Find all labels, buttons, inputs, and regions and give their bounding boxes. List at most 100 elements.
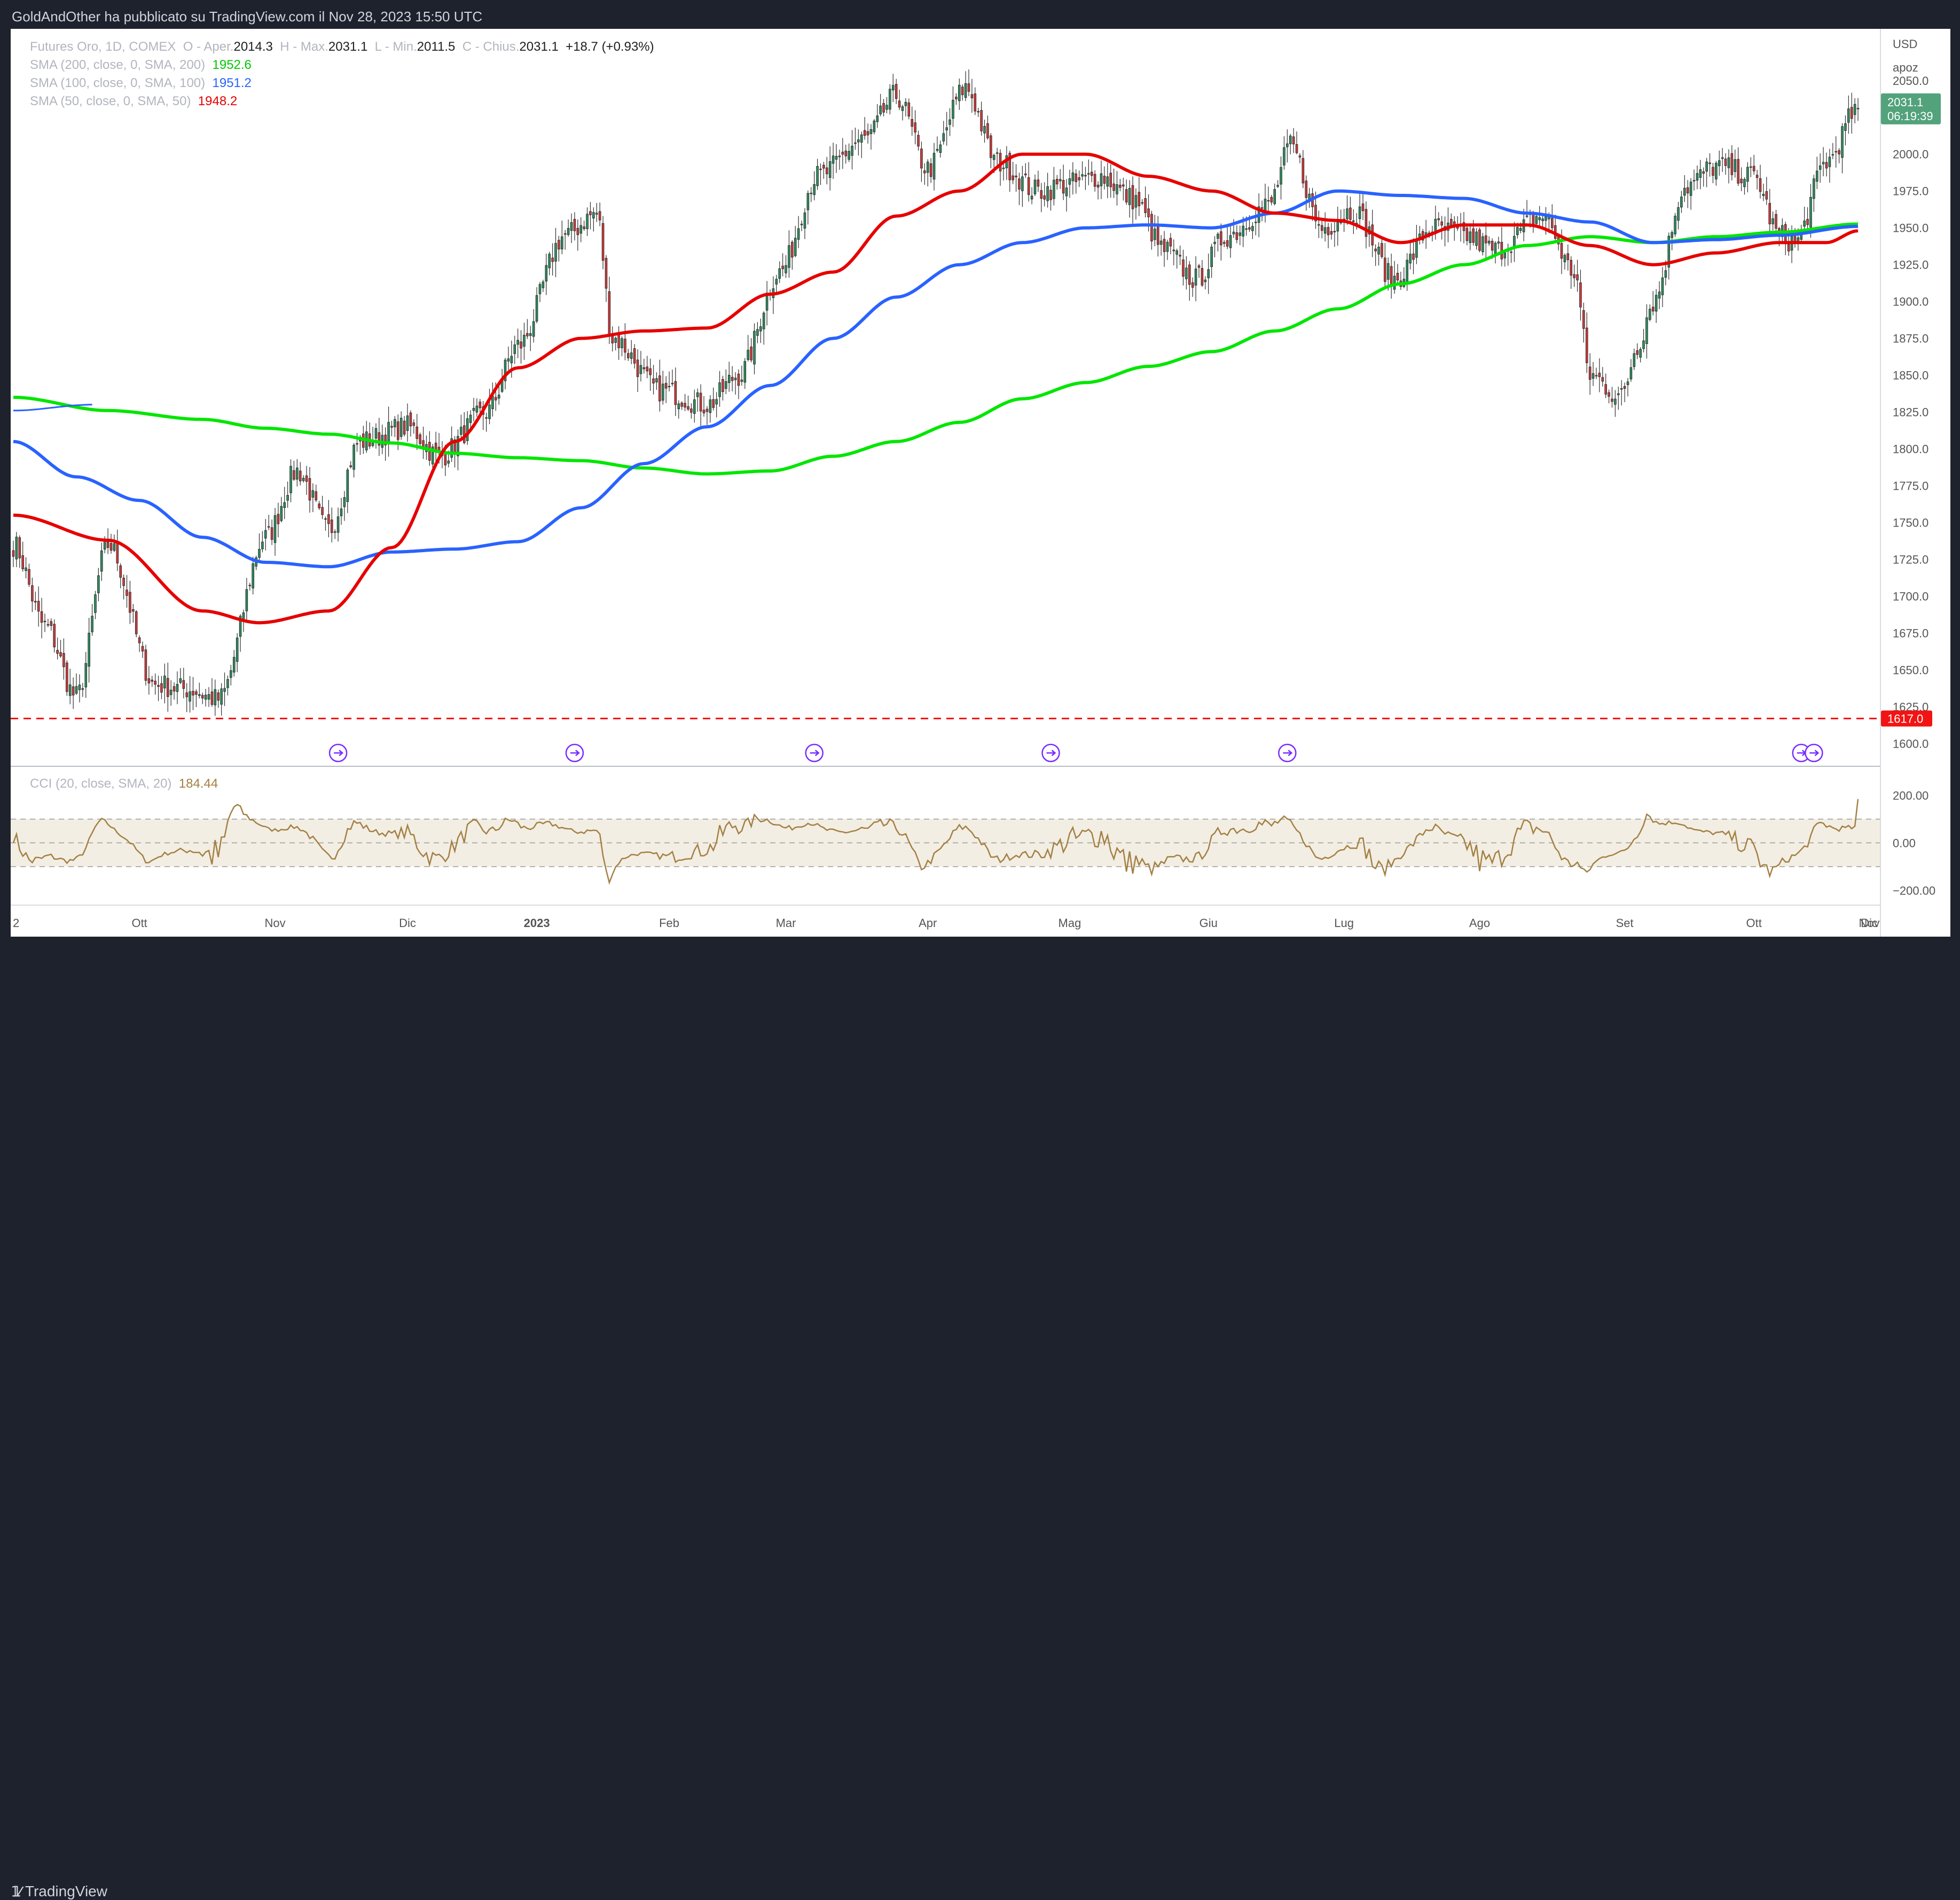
candle-down [412, 422, 415, 426]
candle-down [333, 531, 336, 533]
dividends-arrow-icon [1041, 743, 1060, 763]
candle-up [1535, 216, 1538, 224]
symbol-legend[interactable]: Futures Oro, 1D, COMEX O - Aper.2014.3 H… [30, 40, 654, 54]
date-label: Ott [1746, 916, 1762, 930]
price-tick-label: 1725.0 [1893, 553, 1928, 567]
chart-area[interactable]: 2 Ott Nov Dic 2023 Feb Mar Apr Mag Giu Lug Ago Set Ot… [11, 29, 1880, 937]
candle-down [34, 601, 37, 603]
tradingview-brand[interactable]: 𝟙⁄ TradingView [12, 1883, 107, 1900]
candle-up [1649, 309, 1651, 320]
candle-up [1336, 222, 1339, 232]
candle-down [955, 97, 958, 99]
candle-up [995, 152, 999, 154]
candle-up [497, 395, 500, 399]
candle-down [217, 692, 220, 701]
candle-down [415, 426, 419, 439]
sma50-label: SMA (50, close, 0, SMA, 50) [30, 94, 191, 108]
candle-up [1743, 179, 1746, 187]
price-chart-svg[interactable]: 2 Ott Nov Dic 2023 Feb Mar Apr Mag Giu Lug Ago Set Ot… [11, 29, 1880, 937]
candle-up [1021, 176, 1024, 191]
candle-down [1598, 373, 1601, 377]
candle-down [576, 227, 579, 235]
candle-up [806, 193, 810, 210]
candle-down [1096, 184, 1100, 187]
candle-up [545, 265, 548, 282]
symbol-name: Futures Oro, 1D, COMEX [30, 40, 176, 54]
candle-down [1305, 180, 1308, 198]
candle-up [1154, 229, 1156, 240]
candle-up [1715, 162, 1718, 179]
candle-up [283, 502, 286, 508]
candle-up [75, 686, 78, 694]
candle-down [1755, 175, 1759, 178]
candle-down [182, 680, 185, 689]
candle-down [1179, 255, 1181, 257]
candle-up [340, 508, 343, 516]
date-label: 2023 [524, 916, 550, 930]
candle-down [1093, 174, 1096, 187]
candle-up [1516, 227, 1519, 235]
candle-down [551, 257, 554, 262]
price-axis[interactable]: USD apoz 1600.0 1625.0 1650.0 1675.0 1700.0 172… [1880, 29, 1950, 937]
candle-down [1220, 231, 1222, 246]
candle-down [390, 426, 393, 428]
candle-down [866, 131, 869, 136]
dividends-arrow-icon [328, 743, 348, 763]
candle-down [129, 592, 131, 613]
candle-up [964, 83, 967, 98]
sma100-label: SMA (100, close, 0, SMA, 100) [30, 76, 206, 90]
sma50-legend[interactable]: SMA (50, close, 0, SMA, 50) 1948.2 [30, 94, 237, 109]
candle-down [1141, 202, 1144, 204]
candle-down [1109, 172, 1112, 187]
candle-up [1469, 231, 1472, 243]
candle-up [1797, 237, 1800, 242]
candle-down [126, 590, 128, 596]
candle-up [1813, 178, 1815, 199]
candle-down [59, 652, 62, 657]
candle-up [230, 670, 232, 678]
candle-up [554, 243, 557, 262]
candle-up [803, 213, 806, 229]
candle-up [1828, 156, 1831, 167]
candle-down [990, 135, 992, 158]
candle-up [835, 156, 838, 160]
candle-down [920, 148, 923, 169]
candle-down [611, 335, 614, 343]
candle-down [1119, 184, 1122, 188]
candle-up [1620, 388, 1623, 390]
candle-down [1450, 218, 1453, 225]
sma200-legend[interactable]: SMA (200, close, 0, SMA, 200) 1952.6 [30, 58, 252, 73]
candle-down [731, 376, 734, 381]
candle-up [242, 612, 245, 620]
candle-down [308, 478, 311, 501]
candle-up [639, 365, 642, 374]
candle-up [775, 279, 778, 285]
candle-down [1465, 227, 1469, 241]
sma100-legend[interactable]: SMA (100, close, 0, SMA, 100) 1951.2 [30, 76, 252, 91]
candle-up [926, 161, 929, 173]
candle-up [740, 379, 743, 382]
candle-down [1327, 227, 1330, 235]
candle-up [472, 407, 475, 411]
cci-tick-label: −200.00 [1893, 884, 1935, 897]
candle-up [1734, 159, 1737, 172]
candle-down [1604, 384, 1607, 395]
candle-up [1242, 225, 1244, 237]
candle-up [302, 477, 305, 481]
candle-down [166, 678, 169, 697]
price-tick-label: 1825.0 [1893, 406, 1928, 419]
candle-up [785, 265, 787, 273]
candle-up [176, 684, 179, 692]
candle-down [160, 683, 163, 693]
candle-up [239, 616, 242, 637]
date-label: Ott [131, 916, 147, 930]
candle-up [1853, 104, 1856, 115]
candle-down [986, 123, 989, 138]
candle-down [923, 170, 926, 174]
candle-up [1084, 175, 1087, 177]
candle-down [705, 409, 709, 412]
candle-up [828, 161, 832, 178]
candle-up [810, 193, 813, 194]
candle-up [1033, 179, 1037, 194]
cci-legend[interactable]: CCI (20, close, SMA, 20) 184.44 [30, 776, 218, 791]
